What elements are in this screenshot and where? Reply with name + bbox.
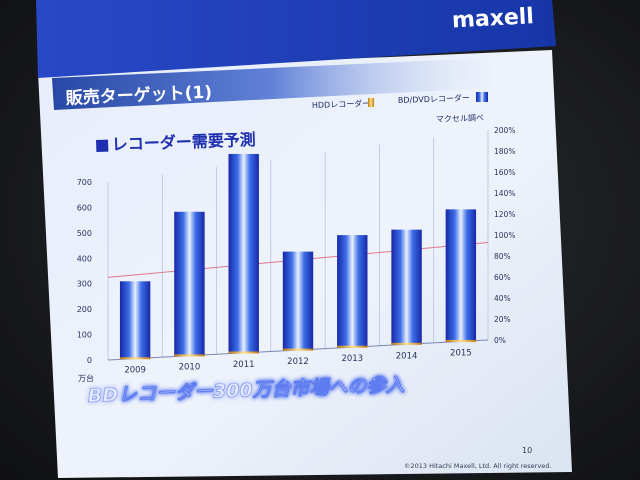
bar-hdd-recorder bbox=[174, 354, 205, 357]
bar-bd-dvd-recorder bbox=[228, 153, 259, 353]
y-right-tick-label: 140% bbox=[494, 189, 515, 198]
y-right-tick-label: 100% bbox=[494, 231, 515, 240]
bar-hdd-recorder bbox=[391, 342, 422, 345]
source-note: マクセル調べ bbox=[436, 112, 484, 124]
x-tick-label: 2009 bbox=[124, 366, 146, 376]
y-left-tick-label: 500 bbox=[77, 229, 92, 238]
x-tick-label: 2013 bbox=[341, 354, 363, 364]
chart-legend: HDDレコーダー BD/DVDレコーダー bbox=[312, 92, 488, 110]
bar-bd-dvd-recorder bbox=[282, 251, 314, 350]
y-left-tick-label: 0 bbox=[87, 356, 92, 365]
x-tick-label: 2014 bbox=[396, 351, 418, 361]
y-right-tick-label: 20% bbox=[494, 315, 511, 324]
copyright: ©2013 Hitachi Maxell, Ltd. All right res… bbox=[404, 462, 551, 470]
page-number: 10 bbox=[522, 446, 532, 455]
y-right-tick-label: 0% bbox=[494, 336, 506, 345]
legend-label-hdd: HDDレコーダー bbox=[312, 98, 371, 110]
bar-bd-dvd-recorder bbox=[445, 209, 477, 342]
x-tick-label: 2012 bbox=[287, 357, 309, 367]
bar-hdd-recorder bbox=[282, 348, 314, 351]
y-right-tick-label: 60% bbox=[494, 273, 511, 282]
y-right-tick-label: 120% bbox=[494, 210, 515, 219]
bar-bd-dvd-recorder bbox=[337, 235, 368, 348]
y-left-tick-label: 300 bbox=[77, 280, 92, 289]
y-right-tick-label: 180% bbox=[494, 147, 515, 156]
y-left-tick-label: 100 bbox=[77, 331, 92, 340]
title-band bbox=[52, 58, 492, 110]
y-left-axis-unit: 万台 bbox=[78, 373, 94, 383]
bar-bd-dvd-recorder bbox=[391, 229, 422, 345]
x-tick-label: 2011 bbox=[233, 360, 255, 370]
y-left-tick-label: 600 bbox=[77, 203, 92, 212]
y-left-tick-label: 400 bbox=[77, 254, 92, 263]
y-left-tick-label: 200 bbox=[77, 305, 92, 314]
bar-bd-dvd-recorder bbox=[119, 281, 151, 359]
bar-chart: 0 100 200 300 400 500 600 700 万台 0% 20% 40% 60% 80% 10… bbox=[77, 126, 516, 383]
x-tick-label: 2015 bbox=[450, 348, 472, 358]
bar-hdd-recorder bbox=[228, 351, 259, 354]
bar-hdd-recorder bbox=[445, 339, 477, 342]
y-right-tick-label: 40% bbox=[494, 294, 511, 303]
maxell-logo: maxell bbox=[451, 4, 534, 33]
legend-swatch-hdd bbox=[368, 98, 374, 107]
legend-label-bd: BD/DVDレコーダー bbox=[398, 92, 470, 105]
y-left-tick-label: 700 bbox=[77, 178, 92, 187]
x-tick-label: 2010 bbox=[179, 363, 201, 373]
legend-swatch-bd bbox=[476, 92, 488, 102]
slide-header-band bbox=[36, 0, 556, 78]
y-right-tick-label: 80% bbox=[494, 252, 511, 261]
y-right-tick-label: 160% bbox=[494, 168, 515, 177]
bar-hdd-recorder bbox=[337, 345, 368, 348]
bar-hdd-recorder bbox=[119, 357, 151, 360]
chart-title-marker bbox=[96, 139, 109, 152]
y-right-tick-label: 200% bbox=[494, 126, 515, 135]
bar-bd-dvd-recorder bbox=[174, 211, 205, 356]
